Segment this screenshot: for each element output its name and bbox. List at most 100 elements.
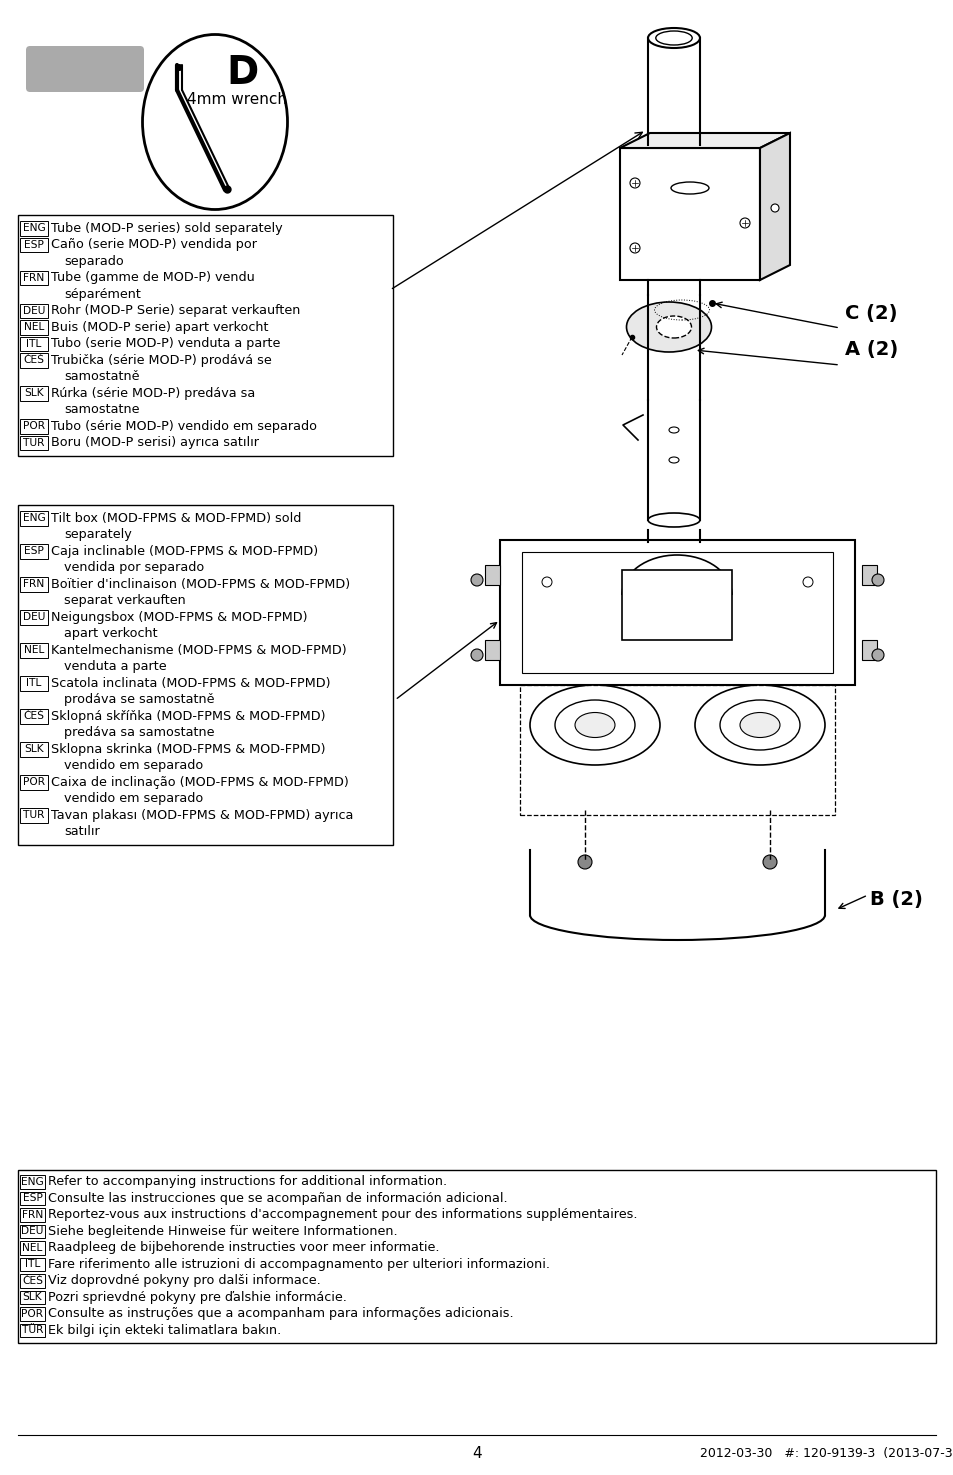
Text: ČEŠ: ČEŠ <box>24 355 45 366</box>
FancyBboxPatch shape <box>20 1224 45 1238</box>
Text: C (2): C (2) <box>844 304 897 323</box>
Bar <box>862 565 876 586</box>
Text: Sklopna skrinka (MOD-FPMS & MOD-FPMD): Sklopna skrinka (MOD-FPMS & MOD-FPMD) <box>51 743 325 755</box>
Polygon shape <box>619 133 789 148</box>
FancyBboxPatch shape <box>20 304 48 319</box>
FancyBboxPatch shape <box>20 544 48 559</box>
FancyBboxPatch shape <box>20 435 48 450</box>
FancyBboxPatch shape <box>18 215 393 456</box>
Circle shape <box>871 649 883 661</box>
Text: Ek bilgi için ekteki talimatlara bakın.: Ek bilgi için ekteki talimatlara bakın. <box>48 1323 281 1336</box>
Bar <box>484 565 499 586</box>
FancyBboxPatch shape <box>20 1176 45 1189</box>
Circle shape <box>629 243 639 254</box>
Text: Neigungsbox (MOD-FPMS & MOD-FPMD): Neigungsbox (MOD-FPMS & MOD-FPMD) <box>51 611 307 624</box>
Text: Caño (serie MOD-P) vendida por: Caño (serie MOD-P) vendida por <box>51 239 256 251</box>
Text: satılır: satılır <box>64 825 100 838</box>
Text: Siehe begleitende Hinweise für weitere Informationen.: Siehe begleitende Hinweise für weitere I… <box>48 1224 397 1238</box>
FancyBboxPatch shape <box>20 1208 45 1221</box>
FancyBboxPatch shape <box>20 237 48 252</box>
Text: Tube (gamme de MOD-P) vendu: Tube (gamme de MOD-P) vendu <box>51 271 254 285</box>
Text: Refer to accompanying instructions for additional information.: Refer to accompanying instructions for a… <box>48 1176 447 1189</box>
Text: Tilt box (MOD-FPMS & MOD-FPMD) sold: Tilt box (MOD-FPMS & MOD-FPMD) sold <box>51 512 301 525</box>
Text: DEU: DEU <box>21 1226 44 1236</box>
Text: séparément: séparément <box>64 288 141 301</box>
Ellipse shape <box>670 181 708 195</box>
FancyBboxPatch shape <box>20 643 48 658</box>
Bar <box>621 569 731 640</box>
Text: Pozri sprievdné pokyny pre ďalshie informácie.: Pozri sprievdné pokyny pre ďalshie infor… <box>48 1291 347 1304</box>
Text: samostatně: samostatně <box>64 370 139 384</box>
Text: predáva sa samostatne: predáva sa samostatne <box>64 726 214 739</box>
Bar <box>619 148 760 280</box>
Circle shape <box>762 855 776 869</box>
FancyBboxPatch shape <box>20 742 48 757</box>
Bar <box>862 640 876 659</box>
Text: B (2): B (2) <box>869 891 922 910</box>
Text: ITL: ITL <box>25 1260 40 1270</box>
FancyBboxPatch shape <box>20 1258 45 1271</box>
Text: ENG: ENG <box>21 1177 44 1187</box>
Text: TÜR: TÜR <box>23 810 45 820</box>
FancyBboxPatch shape <box>20 1323 45 1336</box>
FancyBboxPatch shape <box>20 676 48 690</box>
Bar <box>521 552 832 673</box>
FancyBboxPatch shape <box>26 46 144 91</box>
Ellipse shape <box>530 684 659 766</box>
FancyBboxPatch shape <box>20 221 48 236</box>
Circle shape <box>471 574 482 586</box>
FancyBboxPatch shape <box>20 386 48 401</box>
Text: TÜR: TÜR <box>22 1325 43 1335</box>
Circle shape <box>629 178 639 187</box>
Text: FRN: FRN <box>24 273 45 283</box>
Ellipse shape <box>626 302 711 353</box>
Circle shape <box>578 855 592 869</box>
Text: NEL: NEL <box>22 1243 43 1252</box>
Text: DEU: DEU <box>23 612 45 622</box>
FancyBboxPatch shape <box>20 611 48 624</box>
Text: SLK: SLK <box>24 388 44 398</box>
Ellipse shape <box>647 28 700 49</box>
Text: ČEŠ: ČEŠ <box>24 711 45 721</box>
Bar <box>499 540 854 684</box>
Text: POR: POR <box>23 422 45 431</box>
Text: ITL: ITL <box>27 678 42 689</box>
Text: NEL: NEL <box>24 322 44 332</box>
Text: FRN: FRN <box>22 1210 43 1220</box>
Text: Consulte las instrucciones que se acompañan de información adicional.: Consulte las instrucciones que se acompa… <box>48 1192 507 1205</box>
FancyBboxPatch shape <box>20 419 48 434</box>
Text: vendida por separado: vendida por separado <box>64 562 204 574</box>
Ellipse shape <box>656 316 691 338</box>
Text: SLK: SLK <box>23 1292 42 1302</box>
Circle shape <box>740 218 749 229</box>
FancyBboxPatch shape <box>20 1291 45 1304</box>
FancyBboxPatch shape <box>20 1307 45 1320</box>
FancyBboxPatch shape <box>20 1192 45 1205</box>
Polygon shape <box>760 133 789 280</box>
Ellipse shape <box>647 513 700 527</box>
Text: NEL: NEL <box>24 645 44 655</box>
FancyBboxPatch shape <box>20 577 48 591</box>
FancyBboxPatch shape <box>20 270 48 285</box>
Text: Rohr (MOD-P Serie) separat verkauften: Rohr (MOD-P Serie) separat verkauften <box>51 304 300 317</box>
Text: Tubo (serie MOD-P) venduta a parte: Tubo (serie MOD-P) venduta a parte <box>51 338 280 350</box>
Text: separately: separately <box>64 528 132 541</box>
Text: SLK: SLK <box>24 745 44 754</box>
Text: Tube (MOD-P series) sold separately: Tube (MOD-P series) sold separately <box>51 221 282 235</box>
Text: POR: POR <box>23 777 45 788</box>
Text: samostatne: samostatne <box>64 403 139 416</box>
Text: ČEŠ: ČEŠ <box>22 1276 43 1286</box>
Text: ITL: ITL <box>27 339 42 348</box>
Text: Raadpleeg de bijbehorende instructies voor meer informatie.: Raadpleeg de bijbehorende instructies vo… <box>48 1242 439 1254</box>
Text: FRN: FRN <box>24 580 45 589</box>
Text: ESP: ESP <box>24 546 44 556</box>
Text: Consulte as instruções que a acompanham para informações adicionais.: Consulte as instruções que a acompanham … <box>48 1307 513 1320</box>
Circle shape <box>871 574 883 586</box>
Text: 4mm wrench: 4mm wrench <box>187 93 287 108</box>
Ellipse shape <box>555 701 635 749</box>
FancyBboxPatch shape <box>18 1170 935 1344</box>
Text: Scatola inclinata (MOD-FPMS & MOD-FPMD): Scatola inclinata (MOD-FPMS & MOD-FPMD) <box>51 677 330 690</box>
Text: ESP: ESP <box>23 1193 42 1204</box>
Text: apart verkocht: apart verkocht <box>64 627 157 640</box>
FancyBboxPatch shape <box>20 320 48 335</box>
